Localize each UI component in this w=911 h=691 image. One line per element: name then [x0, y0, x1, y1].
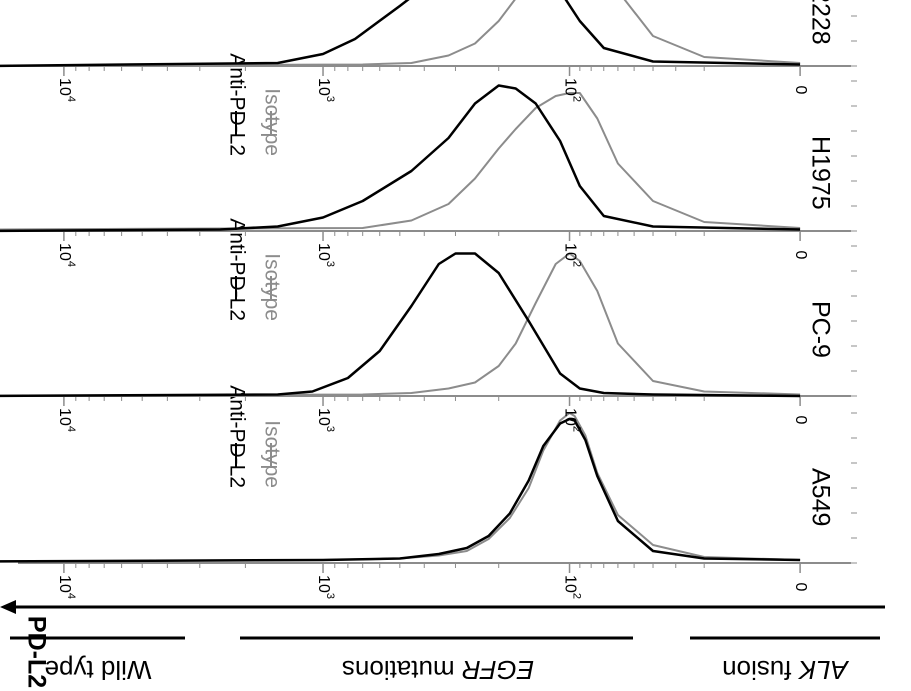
- pd-l2-axis-label: PD-L2: [22, 616, 50, 688]
- x-tick-label: 0: [792, 416, 809, 425]
- x-tick-exponent: 4: [65, 593, 77, 599]
- x-tick-base: 10: [315, 243, 332, 261]
- x-tick-base: 10: [561, 78, 578, 96]
- pd-l2-axis: PD-L2: [0, 600, 885, 688]
- x-tick-exponent: 2: [571, 96, 583, 102]
- legend-label: Isotype: [260, 253, 283, 321]
- x-tick-label: 0: [792, 251, 809, 260]
- x-tick-exponent: 4: [65, 261, 77, 267]
- x-tick-base: 10: [56, 78, 73, 96]
- group-label-italic: ALK: [797, 655, 850, 685]
- x-tick-exponent: 3: [324, 96, 336, 102]
- panel-title: A549: [806, 468, 834, 526]
- x-tick-base: 10: [315, 78, 332, 96]
- panel-h2228: 0102103104H2228IsotypeAnti-PD-L2: [0, 0, 857, 102]
- group-label-1: Wild type: [45, 655, 152, 685]
- group-label-text: mutations: [342, 655, 462, 685]
- panel-title: H2228: [806, 0, 834, 45]
- group-label-2: EGFR mutations: [342, 655, 534, 685]
- x-tick-label: 104: [56, 408, 77, 432]
- group-label-text: Wild type: [45, 655, 152, 685]
- legend-label: Anti-PD-L2: [225, 53, 248, 156]
- x-tick-exponent: 4: [65, 426, 77, 432]
- series-isotype-curve: [0, 252, 801, 397]
- series-isotype-curve: [0, 92, 801, 231]
- series-anti-pd-l2-curve: [0, 0, 801, 68]
- x-tick-label: 103: [315, 243, 336, 267]
- x-tick-base: 10: [56, 408, 73, 426]
- legend-label: Anti-PD-L2: [225, 385, 248, 488]
- group-label-3: ALK fusion: [722, 655, 850, 685]
- x-tick-label: 0: [792, 583, 809, 592]
- x-tick-base: 0: [792, 416, 809, 425]
- x-tick-base: 10: [56, 575, 73, 593]
- x-tick-label: 104: [56, 575, 77, 599]
- legend-label: Anti-PD-L2: [225, 218, 248, 321]
- panel-title: PC-9: [806, 301, 834, 358]
- x-tick-exponent: 2: [571, 261, 583, 267]
- x-tick-label: 102: [561, 408, 582, 432]
- x-tick-exponent: 2: [571, 426, 583, 432]
- group-label-italic: EGFR: [462, 655, 534, 685]
- pd-l2-axis-arrowhead: [0, 600, 16, 614]
- x-tick-exponent: 3: [324, 426, 336, 432]
- x-tick-base: 10: [561, 575, 578, 593]
- group-label-text: fusion: [722, 655, 799, 685]
- group-annotations: Wild type EGFR mutations ALK fusion: [10, 636, 880, 685]
- series-isotype-curve: [0, 0, 801, 67]
- series-anti-pd-l2-curve: [0, 417, 801, 563]
- x-tick-base: 10: [561, 408, 578, 426]
- x-tick-base: 0: [792, 583, 809, 592]
- x-tick-label: 102: [561, 78, 582, 102]
- x-tick-exponent: 3: [324, 593, 336, 599]
- legend-label: Isotype: [260, 420, 283, 488]
- legend-label: Isotype: [260, 88, 283, 156]
- x-tick-label: 104: [56, 243, 77, 267]
- x-tick-base: 10: [56, 243, 73, 261]
- series-anti-pd-l2-curve: [0, 252, 801, 398]
- x-tick-base: 0: [792, 86, 809, 95]
- x-tick-exponent: 2: [571, 593, 583, 599]
- x-tick-label: 103: [315, 408, 336, 432]
- x-tick-label: 0: [792, 86, 809, 95]
- x-tick-label: 103: [315, 575, 336, 599]
- x-tick-base: 10: [561, 243, 578, 261]
- x-tick-exponent: 3: [324, 261, 336, 267]
- x-tick-label: 103: [315, 78, 336, 102]
- x-tick-exponent: 4: [65, 96, 77, 102]
- series-anti-pd-l2-curve: [0, 84, 801, 233]
- x-tick-label: 102: [561, 243, 582, 267]
- series-isotype-curve: [0, 412, 801, 563]
- x-tick-base: 10: [315, 408, 332, 426]
- x-tick-label: 104: [56, 78, 77, 102]
- panel-title: H1975: [806, 136, 834, 210]
- x-tick-label: 102: [561, 575, 582, 599]
- x-tick-base: 10: [315, 575, 332, 593]
- x-tick-base: 0: [792, 251, 809, 260]
